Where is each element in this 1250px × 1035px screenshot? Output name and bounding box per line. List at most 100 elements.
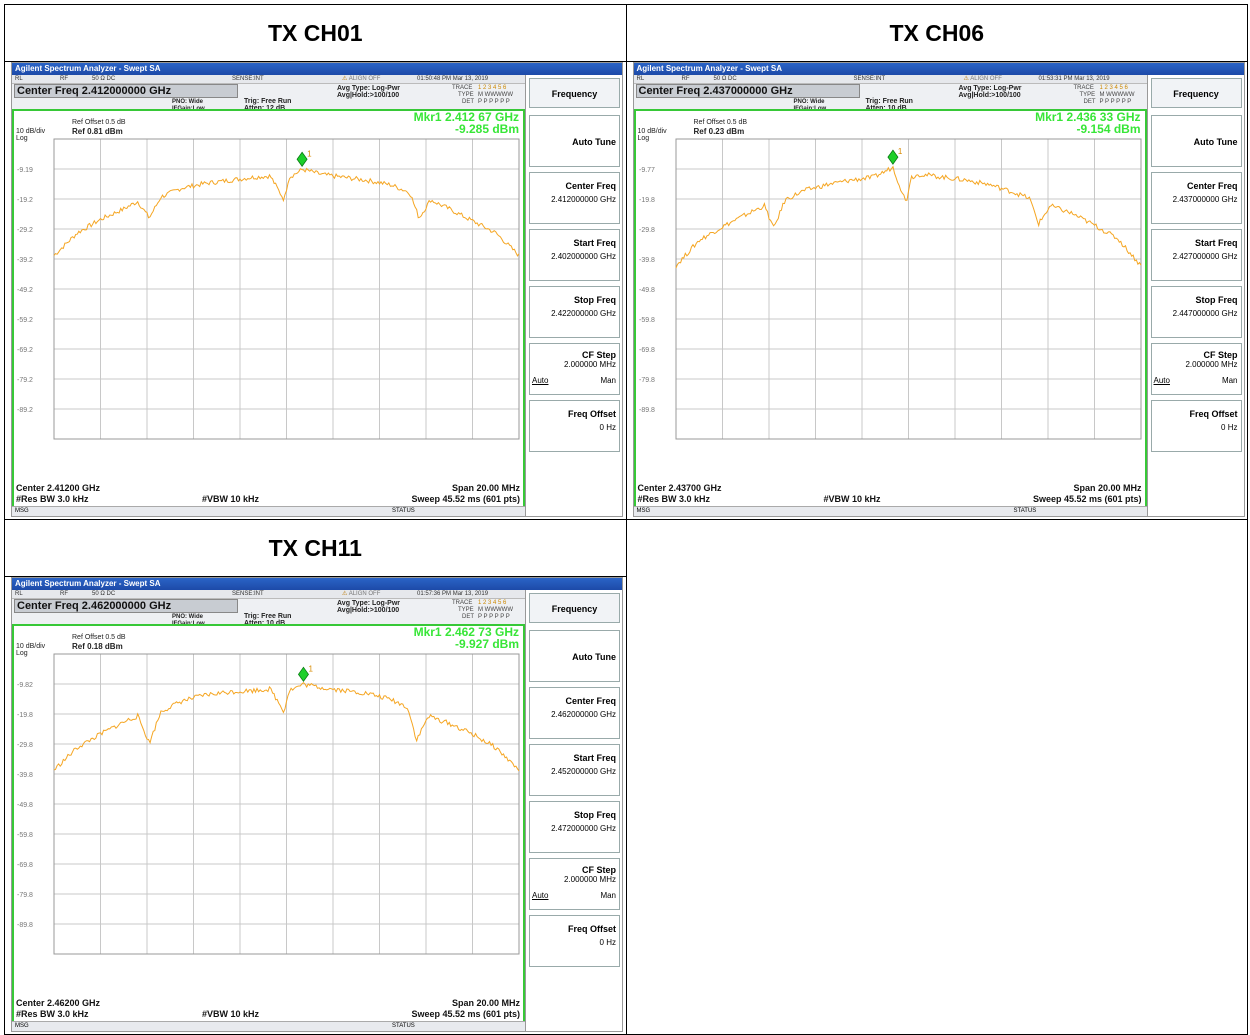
stop-freq-button[interactable]: Stop Freq 2.422000000 GHz [529, 286, 620, 338]
type-values: M WWWWW [478, 92, 513, 98]
marker-frequency: Mkr1 2.412 67 GHz [413, 110, 519, 124]
marker-1 [297, 666, 309, 683]
timestamp: 01:53:31 PM Mar 13, 2019 [1038, 76, 1110, 82]
y-tick-label: -19.8 [17, 712, 33, 719]
y-tick-label: -9.82 [17, 682, 33, 689]
y-tick-label: -59.2 [17, 317, 33, 324]
cf-step-button[interactable]: CF Step 2.000000 MHz Auto Man [529, 858, 620, 910]
trace-label: TRACE [452, 85, 473, 91]
impedance-indicator: 50 Ω DC [713, 76, 737, 82]
type-label: TYPE [1079, 92, 1096, 98]
stop-freq-key-value: 2.422000000 GHz [551, 309, 616, 318]
freq-offset-button[interactable]: Freq Offset 0 Hz [1150, 400, 1242, 452]
det-values: P P P P P P [478, 99, 510, 105]
y-tick-label: -79.8 [639, 377, 655, 384]
frequency-menu-title: Frequency [529, 78, 620, 108]
center-freq-display: Center Freq 2.462000000 GHz [14, 599, 238, 613]
y-tick-label: -29.8 [17, 742, 33, 749]
cf-step-key-value: 2.000000 MHz [563, 360, 616, 369]
marker-frequency: Mkr1 2.436 33 GHz [1035, 110, 1141, 124]
center-frequency-bottom: Center 2.43700 GHz [637, 483, 722, 493]
freq-offset-key-value: 0 Hz [1221, 423, 1238, 432]
plot-area: Ref Offset 0.5 dB Ref 0.81 dBm 10 dB/div… [12, 109, 525, 509]
freq-offset-button[interactable]: Freq Offset 0 Hz [529, 400, 620, 452]
cf-step-man[interactable]: Man [600, 376, 616, 385]
y-tick-label: -29.2 [17, 227, 33, 234]
rf-status-bar: RL RF 50 Ω DC SENSE:INT ⚠ ALIGN OFF 01:5… [12, 590, 525, 599]
marker-1-label: 1 [897, 147, 902, 156]
cf-step-key-value: 2.000000 MHz [1185, 360, 1238, 369]
plot-area: Ref Offset 0.5 dB Ref 0.23 dBm 10 dB/div… [633, 109, 1147, 509]
y-tick-label: -39.8 [17, 772, 33, 779]
caption-cell: TX CH01 [4, 4, 627, 62]
figure-table: TX CH01 TX CH06 Agilent Spectrum Analyze… [4, 4, 1248, 1035]
spectrum-trace [675, 165, 1141, 269]
stop-freq-button[interactable]: Stop Freq 2.447000000 GHz [1150, 286, 1242, 338]
caption-cell: TX CH11 [4, 519, 627, 577]
ref-offset: Ref Offset 0.5 dB [72, 119, 126, 126]
scale-log: Log [16, 650, 28, 657]
freq-offset-key-value: 0 Hz [599, 938, 616, 947]
cf-step-man[interactable]: Man [1221, 376, 1238, 385]
spectrum-trace [53, 167, 520, 257]
cf-step-auto[interactable]: Auto [532, 376, 549, 385]
auto-tune-button[interactable]: Auto Tune [529, 630, 620, 682]
start-freq-button[interactable]: Start Freq 2.452000000 GHz [529, 744, 620, 796]
cf-step-button[interactable]: CF Step 2.000000 MHz Auto Man [1150, 343, 1242, 395]
graticule-frame [675, 138, 1141, 440]
sense-indicator: SENSE:INT [232, 591, 264, 597]
res-bw: #Res BW 3.0 kHz [16, 1009, 89, 1019]
center-freq-button[interactable]: Center Freq 2.462000000 GHz [529, 687, 620, 739]
cf-step-auto[interactable]: Auto [532, 891, 549, 900]
center-frequency-bottom: Center 2.46200 GHz [16, 998, 101, 1008]
cf-step-button[interactable]: CF Step 2.000000 MHz Auto Man [529, 343, 620, 395]
stop-freq-button[interactable]: Stop Freq 2.472000000 GHz [529, 801, 620, 853]
center-freq-display: Center Freq 2.437000000 GHz [635, 84, 860, 98]
center-freq-button[interactable]: Center Freq 2.437000000 GHz [1150, 172, 1242, 224]
y-tick-label: -49.8 [639, 287, 655, 294]
vbw: #VBW 10 kHz [202, 494, 260, 504]
auto-tune-button[interactable]: Auto Tune [1150, 115, 1242, 167]
scale-div: 10 dB/div [637, 128, 667, 135]
impedance-indicator: 50 Ω DC [92, 591, 116, 597]
center-freq-key-value: 2.437000000 GHz [1172, 195, 1238, 204]
ref-level: Ref 0.18 dBm [72, 642, 123, 651]
y-tick-label: -89.2 [17, 407, 33, 414]
y-tick-label: -89.8 [639, 407, 655, 414]
auto-tune-button[interactable]: Auto Tune [529, 115, 620, 167]
y-tick-label: -39.8 [639, 257, 655, 264]
settings-bar: RL RF 50 Ω DC SENSE:INT ⚠ ALIGN OFF 01:5… [633, 75, 1147, 112]
center-freq-key-value: 2.412000000 GHz [551, 195, 616, 204]
align-indicator: ⚠ ALIGN OFF [963, 76, 1002, 82]
span: Span 20.00 MHz [451, 998, 520, 1008]
cf-step-auto[interactable]: Auto [1153, 376, 1170, 385]
marker-1 [296, 151, 308, 167]
marker-amplitude: -9.154 dBm [1076, 122, 1141, 136]
spectrum-plot: -9.82 -19.8 -29.8 -39.8 -49.8 -59.8 -69.8 -79.8… [17, 653, 520, 955]
start-freq-button[interactable]: Start Freq 2.402000000 GHz [529, 229, 620, 281]
stop-freq-key-label: Stop Freq [574, 295, 616, 305]
status-bar: MSG STATUS [12, 1021, 525, 1031]
settings-bar: RL RF 50 Ω DC SENSE:INT ⚠ ALIGN OFF 01:5… [12, 590, 525, 627]
y-tick-label: -19.2 [17, 197, 33, 204]
center-frequency-bottom: Center 2.41200 GHz [16, 483, 101, 493]
cf-step-man[interactable]: Man [600, 891, 616, 900]
center-freq-button[interactable]: Center Freq 2.412000000 GHz [529, 172, 620, 224]
y-tick-label: -59.8 [17, 832, 33, 839]
freq-offset-key-label: Freq Offset [567, 924, 616, 934]
cf-step-key-value: 2.000000 MHz [563, 875, 616, 884]
timestamp: 01:57:36 PM Mar 13, 2019 [417, 591, 489, 597]
sweep: Sweep 45.52 ms (601 pts) [411, 1009, 520, 1019]
det-label: DET [1083, 99, 1096, 105]
screen-cell: Agilent Spectrum Analyzer - Swept SA RL … [625, 61, 1248, 520]
trig-setting: Trig: Free Run [865, 98, 913, 105]
start-freq-button[interactable]: Start Freq 2.427000000 GHz [1150, 229, 1242, 281]
start-freq-key-label: Start Freq [1194, 238, 1238, 248]
vbw: #VBW 10 kHz [202, 1009, 260, 1019]
caption-tx-ch06: TX CH06 [889, 20, 985, 46]
freq-offset-button[interactable]: Freq Offset 0 Hz [529, 915, 620, 967]
marker-amplitude: -9.285 dBm [454, 122, 519, 136]
span: Span 20.00 MHz [451, 483, 520, 493]
y-tick-label: -69.8 [17, 862, 33, 869]
analyzer-screen-ch11: Agilent Spectrum Analyzer - Swept SA RL … [11, 577, 623, 1032]
